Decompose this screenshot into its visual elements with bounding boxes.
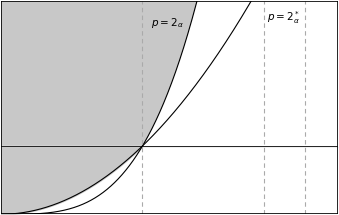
- Text: $p = 2_\alpha$: $p = 2_\alpha$: [151, 16, 184, 30]
- Text: $p = 2_\alpha^*$: $p = 2_\alpha^*$: [267, 9, 300, 26]
